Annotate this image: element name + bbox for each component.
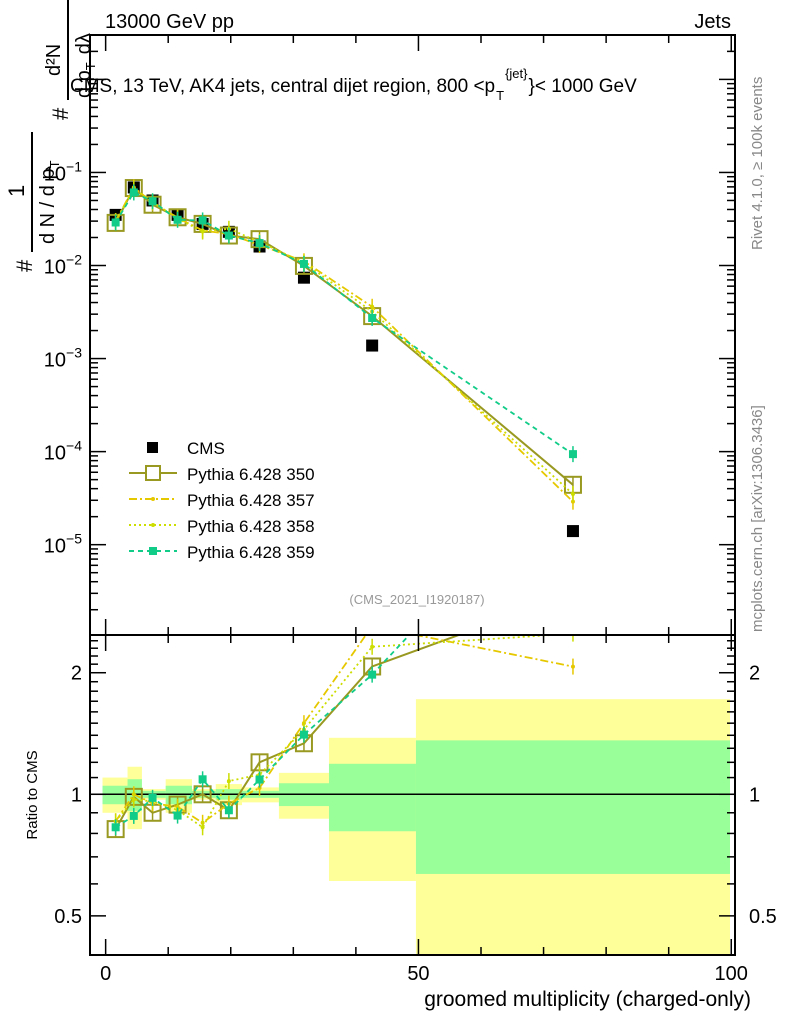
p359-line	[114, 191, 574, 455]
p359-data-point	[173, 215, 182, 224]
legend-marker-cms	[147, 442, 158, 453]
p359-data-point	[255, 239, 264, 248]
p358-line	[114, 187, 574, 495]
cms-band-1sigma	[415, 740, 730, 874]
p359-data-point	[111, 823, 120, 832]
axes: 0 50 100 10−5 10−4 10−3 10−2 10−1 0.5 0.5 1 1 2 2	[44, 34, 777, 985]
ratio-y-tick-label-right: 1	[749, 784, 760, 806]
p359-data-point	[148, 197, 157, 206]
ylabel-num2: d²N	[43, 44, 65, 76]
ratio-series	[106, 585, 581, 839]
p358-data-point	[200, 229, 205, 234]
y-tick-label: 10−2	[44, 252, 82, 279]
ratio-y-tick-label-right: 0.5	[749, 906, 777, 928]
p359-data-point	[368, 670, 377, 679]
ylabel-num1: 1	[4, 185, 29, 197]
ylabel-den2: d pTdλ	[73, 33, 98, 98]
ratio-y-tick-label-right: 2	[749, 663, 760, 685]
ratio-y-label: Ratio to CMS	[24, 750, 41, 839]
legend: CMS Pythia 6.428 350 Pythia 6.428 357 Pythi…	[129, 439, 315, 562]
p350-line	[114, 186, 574, 486]
ylabel-den1: d N / d pT	[37, 160, 62, 244]
p358-data-point	[370, 644, 375, 649]
p350-ratio-line	[114, 635, 462, 830]
p359-data-point	[173, 811, 182, 820]
x-tick-label: 0	[100, 963, 111, 985]
y-tick-label: 10−1	[44, 158, 82, 185]
p359-data-point	[129, 811, 138, 820]
y-tick-label: 10−4	[44, 438, 82, 465]
p357-data-point	[570, 664, 575, 669]
plot-title: CMS, 13 TeV, AK4 jets, central dijet reg…	[70, 66, 637, 103]
x-tick-label: 50	[407, 963, 429, 985]
y-tick-label: 10−3	[44, 345, 82, 372]
y-tick-label: 10−5	[44, 531, 82, 558]
p359-data-point	[568, 450, 577, 459]
header-left: 13000 GeV pp	[105, 11, 234, 33]
p357-data-point	[370, 624, 374, 628]
p359-data-point	[299, 259, 308, 268]
legend-label: Pythia 6.428 358	[187, 517, 315, 536]
cms-data-point	[566, 525, 579, 538]
p357-line	[114, 186, 574, 503]
p350-data-point	[565, 585, 581, 601]
analysis-id: (CMS_2021_I1920187)	[349, 592, 484, 607]
legend-label: Pythia 6.428 350	[187, 465, 315, 484]
p358-data-point	[570, 492, 575, 497]
cms-data-point	[366, 339, 379, 352]
legend-label: Pythia 6.428 357	[187, 491, 315, 510]
p358-data-point	[226, 779, 231, 784]
main-series	[106, 179, 582, 538]
ratio-y-tick-label: 0.5	[54, 906, 82, 928]
p359-data-point	[148, 793, 157, 802]
x-tick-label: 100	[715, 963, 748, 985]
p358-data-point	[200, 825, 205, 830]
legend-label: CMS	[187, 439, 225, 458]
y-axis-label: # 1 d N / d pT # d²N d pTdλ	[4, 0, 98, 272]
ylabel-hash: #	[12, 259, 37, 272]
legend-label: Pythia 6.428 359	[187, 543, 315, 562]
ylabel-hash2: #	[48, 107, 73, 120]
p359-data-point	[299, 730, 308, 739]
header-right: Jets	[694, 11, 731, 33]
ratio-y-tick-label: 1	[71, 784, 82, 806]
p359-data-point	[224, 231, 233, 240]
p359-data-point	[224, 806, 233, 815]
p359-data-point	[198, 216, 207, 225]
p359-data-point	[111, 218, 120, 227]
p357-ratio-line	[114, 635, 574, 824]
ratio-y-tick-label: 2	[71, 663, 82, 685]
cms-band-1sigma	[328, 763, 416, 832]
legend-marker-p350	[145, 465, 161, 481]
p359-data-point	[368, 313, 377, 322]
legend-marker-p359	[149, 547, 157, 555]
p358-ratio-line	[114, 635, 566, 829]
p359-data-point	[255, 775, 264, 784]
legend-marker-p357	[151, 497, 155, 501]
rivet-label: Rivet 4.1.0, ≥ 100k events	[749, 77, 766, 250]
p357-data-point	[257, 785, 262, 790]
p359-data-point	[198, 775, 207, 784]
ratio-bands	[102, 699, 730, 955]
legend-marker-p358	[151, 523, 155, 527]
p359-data-point	[129, 188, 138, 197]
x-axis-label: groomed multiplicity (charged-only)	[424, 988, 751, 1011]
p358-data-point	[131, 797, 136, 802]
mcplots-label: mcplots.cern.ch [arXiv:1306.3436]	[749, 405, 766, 632]
